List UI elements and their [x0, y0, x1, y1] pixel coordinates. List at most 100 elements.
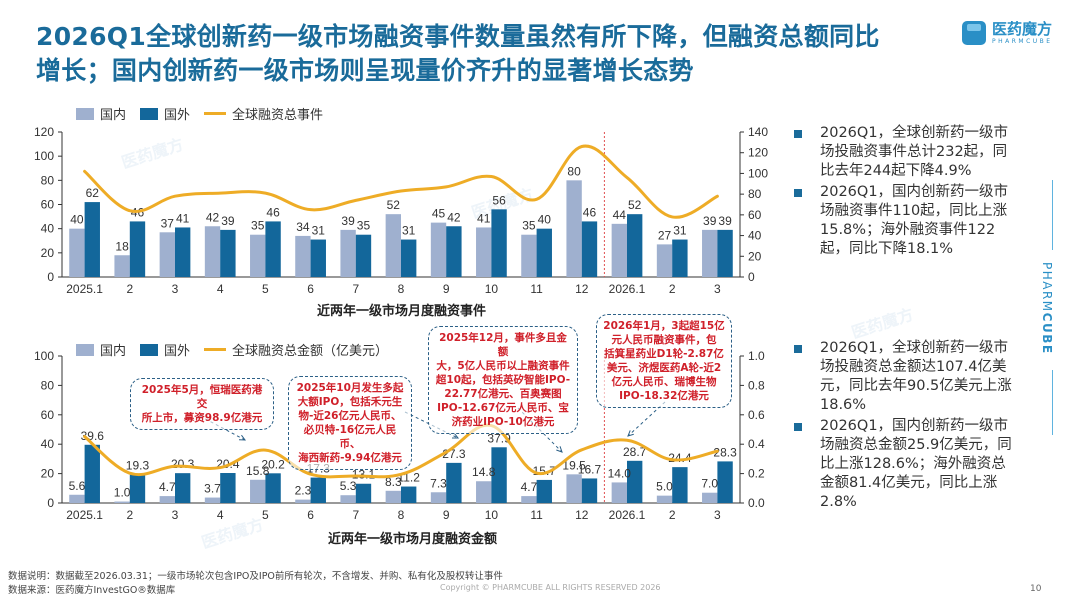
c1-x-label: 3 [714, 282, 721, 296]
c2-data-label-domestic: 15.8 [246, 464, 270, 478]
chart2-title: 近两年一级市场月度融资金额 [328, 532, 498, 547]
c2-data-label-domestic: 8.3 [385, 475, 402, 489]
c1-bar-domestic [69, 228, 85, 277]
c1-data-label-foreign: 31 [312, 224, 326, 238]
annotation-may-2025: 2025年5月，恒瑞医药港交 所上市，募资98.9亿港元 [130, 378, 274, 430]
c1-bar-foreign [536, 228, 552, 277]
c1-bar-foreign [401, 239, 417, 277]
c2-tick-label-left: 0 [47, 496, 54, 510]
c1-bar-domestic [611, 223, 627, 277]
c2-data-label-domestic: 7.0 [701, 477, 718, 491]
annotation-jan-2026: 2026年1月，3起超15亿 元人民币融资事件，包 括箕星药业D1轮-2.87亿… [596, 314, 732, 408]
legend-foreign: 国外 [140, 104, 190, 123]
c1-bar-foreign [310, 239, 326, 277]
c2-bar-domestic [340, 495, 356, 503]
c1-x-label: 12 [575, 282, 589, 296]
c2-data-label-foreign: 20.2 [261, 457, 285, 471]
c2-bar-domestic [430, 492, 447, 503]
c1-x-label: 7 [352, 282, 359, 296]
c2-data-label-domestic: 5.0 [656, 480, 673, 494]
c2-data-label-domestic: 19.5 [562, 458, 586, 472]
c2-bar-domestic [69, 494, 85, 503]
c1-data-label-foreign: 31 [673, 224, 687, 238]
c2-bar-foreign [355, 483, 372, 503]
c1-x-label: 2 [669, 282, 676, 296]
c2-x-label: 2 [126, 508, 133, 522]
c1-tick-label-right: 20 [748, 249, 762, 263]
c2-bar-domestic [204, 497, 221, 503]
c1-tick-label-right: 140 [748, 125, 768, 139]
c1-data-label-foreign: 62 [86, 186, 100, 200]
legend-swatch-foreign [140, 107, 159, 120]
c1-bar-foreign [355, 234, 372, 277]
bullet-item: 2026Q1，全球创新药一级市场投融资总金额达107.4亿美元，同比去年90.5… [790, 339, 1012, 415]
legend-swatch-foreign [140, 343, 159, 356]
annotation-oct-2025: 2025年10月发生多起 大额IPO，包括禾元生 物-近26亿元人民币、 必贝特… [288, 376, 412, 470]
c2-data-label-domestic: 5.3 [340, 479, 357, 493]
c2-data-label-foreign: 24.4 [668, 451, 692, 465]
footer-note: 数据说明：数据截至2026.03.31；一级市场轮次包含IPO及IPO前所有轮次… [8, 571, 503, 582]
c2-x-label: 6 [307, 508, 314, 522]
c1-x-label: 2 [126, 282, 133, 296]
c1-tick-label-left: 20 [41, 246, 55, 260]
c1-data-label-domestic: 40 [70, 213, 84, 227]
c1-x-label: 8 [398, 282, 405, 296]
bullet-square-icon [794, 345, 802, 353]
c1-data-label-foreign: 31 [402, 224, 416, 238]
c2-bar-foreign [627, 460, 643, 503]
c2-bar-domestic [385, 490, 401, 503]
c1-x-label: 5 [262, 282, 269, 296]
c2-tick-label-right: 0.6 [748, 408, 765, 422]
annotation-dec-2025: 2025年12月，事件多且金额 大，5亿人民币以上融资事件 超10起，包括英矽智… [428, 326, 578, 434]
c1-data-label-foreign: 40 [538, 213, 552, 227]
c1-bar-domestic [204, 226, 221, 277]
c2-data-label-foreign: 28.7 [623, 445, 647, 459]
c2-x-label: 8 [398, 508, 405, 522]
c2-bar-foreign [265, 473, 281, 503]
c1-bar-domestic [114, 255, 130, 277]
c2-x-label: 4 [217, 508, 224, 522]
c2-bar-foreign [175, 473, 191, 503]
bullets-amounts: 2026Q1，全球创新药一级市场投融资总金额达107.4亿美元，同比去年90.5… [790, 339, 1012, 514]
title-line-2: 增长；国内创新药一级市场则呈现量价齐升的显著增长态势 [36, 56, 694, 85]
c2-bar-domestic [702, 492, 718, 503]
c2-data-label-domestic: 14.0 [608, 466, 632, 480]
c2-x-label: 3 [172, 508, 179, 522]
c2-tick-label-right: 1.0 [748, 349, 765, 363]
c2-bar-domestic [656, 495, 673, 503]
annotation-arrow-may-head [238, 434, 247, 441]
legend-swatch-domestic [76, 343, 94, 356]
c2-bar-foreign [717, 461, 733, 503]
c1-data-label-domestic: 18 [115, 239, 129, 253]
c1-tick-label-right: 80 [748, 187, 762, 201]
c1-x-label: 3 [172, 282, 179, 296]
legend-domestic: 国内 [76, 340, 126, 359]
bullet-square-icon [794, 130, 802, 138]
c1-bar-domestic [566, 180, 582, 277]
c2-tick-label-left: 20 [41, 467, 55, 481]
c2-data-label-foreign: 20.3 [171, 457, 195, 471]
c2-x-label: 11 [530, 508, 543, 522]
c1-x-label: 10 [485, 282, 499, 296]
c1-tick-label-right: 100 [748, 166, 768, 180]
c1-bar-foreign [491, 209, 507, 277]
c2-x-label: 12 [575, 508, 589, 522]
c2-bar-foreign [581, 478, 598, 503]
c2-data-label-foreign: 16.7 [578, 462, 602, 476]
c2-tick-label-right: 0.0 [748, 496, 765, 510]
c2-x-label: 3 [714, 508, 721, 522]
c2-tick-label-left: 80 [41, 378, 55, 392]
c1-tick-label-right: 60 [748, 208, 762, 222]
c2-x-label: 5 [262, 508, 269, 522]
c2-bar-foreign [129, 474, 146, 503]
annotation-arrow-jan-head [627, 430, 634, 437]
c1-x-label: 2026.1 [609, 282, 646, 296]
c1-bar-foreign [84, 202, 100, 277]
c1-data-label-foreign: 52 [628, 198, 642, 212]
c1-data-label-domestic: 27 [658, 228, 672, 242]
c2-data-label-foreign: 28.3 [713, 445, 737, 459]
legend-line: 全球融资总事件 [204, 104, 323, 123]
annotation-arrow-oct-head [451, 432, 460, 439]
c1-bar-foreign [717, 229, 733, 277]
c1-tick-label-left: 80 [41, 173, 55, 187]
